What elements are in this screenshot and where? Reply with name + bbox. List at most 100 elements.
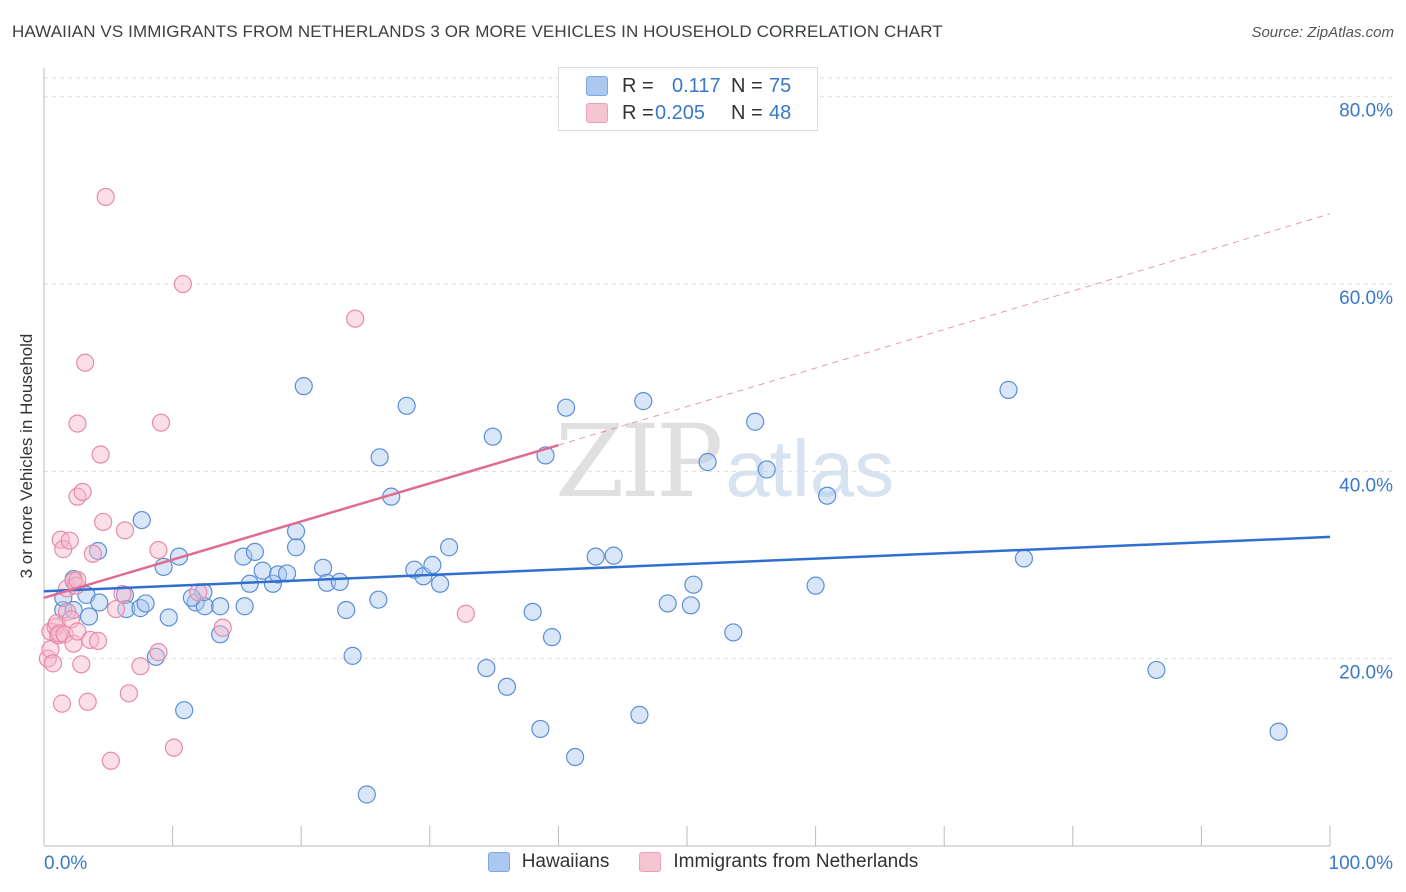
hawaiians-point [630,705,649,724]
hawaiians-point [370,448,389,467]
netherlands-point [72,655,91,674]
netherlands-point [346,309,365,328]
hawaiians-point [1014,549,1034,568]
netherlands-point [60,531,79,550]
netherlands-point [149,643,168,662]
hawaiians-point [681,596,700,615]
netherlands-point [43,654,63,673]
hawaiians-point [253,561,272,580]
n-label: N = [731,74,763,97]
hawaiians-point [263,574,283,593]
hawaiians-point [818,486,837,505]
legend-row-netherlands: R = 0.205 N = 48 [586,100,792,126]
netherlands-point [68,622,87,641]
legend-item-hawaiians: Hawaiians [487,851,610,873]
netherlands-point [41,640,60,659]
netherlands-point [83,544,102,563]
legend-swatch-netherlands [586,103,608,123]
n-value: 48 [769,101,792,124]
hawaiians-point [724,623,743,642]
hawaiians-point [557,398,576,417]
netherlands-point [91,445,110,464]
hawaiians-point [684,575,703,594]
hawaiians-point [277,564,297,583]
hawaiians-point [746,412,765,431]
hawaiians-point [999,380,1018,399]
netherlands-point [81,630,100,650]
hawaiians-point [88,541,108,561]
n-value: 75 [769,74,792,97]
netherlands-point [88,631,108,650]
netherlands-point [52,694,72,713]
hawaiians-point [542,628,562,647]
hawaiians-point [397,396,416,415]
hawaiians-trend-line [43,535,1331,593]
hawaiians-point [757,460,776,479]
y-tick-label-80: 80.0% [1339,101,1393,122]
hawaiians-point [604,546,623,565]
watermark-zip: ZIP [555,403,723,520]
netherlands-trend-extension [558,213,1331,446]
source-label: Source: ZipAtlas.com [1251,24,1394,41]
hawaiians-point [235,597,254,616]
hawaiians-point [405,560,424,579]
hawaiians-point [586,547,605,566]
netherlands-point [213,618,232,637]
hawaiians-point [566,747,585,767]
hawaiians-point [343,646,362,665]
netherlands-point [151,413,171,432]
n-label: N = [731,101,763,124]
hawaiians-point [286,538,306,557]
netherlands-point [173,274,192,294]
netherlands-point [189,583,208,602]
watermark-atlas: atlas [725,424,895,513]
r-label: R = [622,101,654,124]
hawaiians-point [1269,722,1288,741]
hawaiians-point [79,607,99,626]
netherlands-point [101,751,120,770]
y-tick-label-20: 20.0% [1339,663,1393,684]
netherlands-point [68,414,87,433]
y-tick-label-60: 60.0% [1339,288,1393,309]
hawaiians-point [132,510,151,530]
hawaiians-point [211,597,230,616]
legend-label-netherlands: Immigrants from Netherlands [673,851,919,872]
netherlands-point [149,540,168,560]
correlation-legend: R = 0.117 N = 75 R = 0.205 N = 48 [558,67,818,131]
hawaiians-point [234,547,253,566]
r-value: 0.205 [655,101,706,124]
netherlands-trend-line [43,443,559,600]
netherlands-point [76,353,95,372]
hawaiians-point [477,658,496,678]
y-tick-label-40: 40.0% [1339,475,1393,496]
r-value: 0.117 [672,74,721,97]
hawaiians-point [423,555,442,575]
netherlands-point [73,482,92,502]
hawaiians-point [357,785,376,804]
netherlands-point [113,584,132,604]
hawaiians-point [313,558,333,577]
hawaiians-point [634,392,653,411]
netherlands-point [115,521,135,540]
hawaiians-point [369,590,388,609]
hawaiians-point [439,538,459,557]
legend-label-hawaiians: Hawaiians [521,851,610,872]
hawaiians-point [294,377,313,396]
netherlands-point [131,657,150,676]
x-tick-label-0: 0.0% [44,853,87,874]
hawaiians-point [531,719,550,739]
hawaiians-point [117,599,136,619]
legend-swatch-netherlands [639,852,662,872]
netherlands-point [96,187,115,207]
netherlands-point [456,604,475,623]
netherlands-point [50,624,69,643]
series-legend: Hawaiians Immigrants from Netherlands [0,851,1406,873]
legend-swatch-hawaiians [487,852,510,872]
hawaiians-point [337,600,356,620]
hawaiians-point [159,608,178,627]
hawaiians-point [330,572,349,591]
hawaiians-point [1147,660,1166,680]
legend-row-hawaiians: R = 0.117 N = 75 [586,73,792,99]
watermark: ZIPatlas [555,403,894,520]
